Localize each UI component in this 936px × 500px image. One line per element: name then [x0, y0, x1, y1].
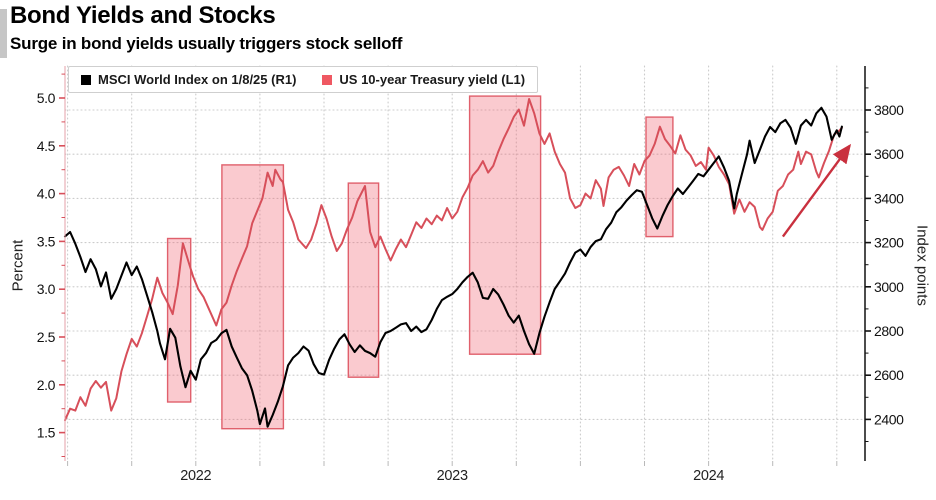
left-axis-tick-label: 2.0: [37, 377, 56, 393]
right-axis-tick-label: 3600: [874, 146, 904, 162]
x-axis-year-label: 2024: [693, 468, 724, 484]
right-axis-tick-label: 2600: [874, 367, 904, 383]
left-axis-tick-label: 3.0: [37, 281, 56, 297]
right-axis-tick-label: 3000: [874, 279, 904, 295]
treasury-legend-swatch-icon: [322, 74, 333, 85]
shaded-region-5: [645, 116, 674, 238]
right-axis-tick-label: 3400: [874, 190, 904, 206]
legend-item-msci: MSCI World Index on 1/8/25 (R1): [81, 72, 296, 87]
bottom-axis: 2022 2023 2024: [67, 461, 838, 484]
right-axis-tick-label: 3800: [874, 102, 904, 118]
right-axis-tick-label: 3200: [874, 235, 904, 251]
left-axis-tick-label: 4.0: [37, 186, 56, 202]
highlight-regions: [166, 95, 674, 430]
gridlines: [64, 65, 866, 462]
treasury-yield-line: [64, 98, 843, 422]
msci-index-line: [63, 106, 843, 428]
left-axis-tick-label: 4.5: [37, 138, 56, 154]
shaded-region-4: [468, 95, 542, 355]
right-axis-tick-label: 2800: [874, 323, 904, 339]
page-subtitle: Surge in bond yields usually triggers st…: [10, 34, 403, 53]
left-axis-tick-label: 2.5: [37, 329, 56, 345]
right-axis-tick-label: 2400: [874, 411, 904, 427]
msci-legend-swatch-icon: [81, 74, 91, 85]
page-title: Bond Yields and Stocks: [10, 2, 276, 29]
left-axis: 1.5 2.0 2.5 3.0 3.5 4.0 4.5 5.0: [37, 66, 66, 461]
x-axis-year-label: 2022: [180, 468, 211, 484]
legend-label-msci: MSCI World Index on 1/8/25 (R1): [98, 72, 297, 87]
shaded-region-1: [166, 237, 192, 403]
legend-label-treasury: US 10-year Treasury yield (L1): [339, 72, 526, 87]
left-axis-title: Percent: [9, 239, 27, 292]
left-edge-artifact: [0, 9, 7, 58]
legend-item-treasury: US 10-year Treasury yield (L1): [322, 72, 525, 87]
right-axis-title: Index points: [913, 225, 931, 306]
left-axis-tick-label: 3.5: [37, 233, 56, 249]
shaded-region-2: [221, 164, 285, 430]
left-axis-tick-label: 5.0: [37, 90, 56, 106]
trend-arrow-annotation: [781, 143, 852, 238]
x-axis-year-label: 2023: [437, 468, 468, 484]
left-axis-tick-label: 1.5: [37, 425, 56, 441]
right-axis: 2400 2600 2800 3000 3200 3400 3600 3800: [864, 66, 905, 461]
chart-legend: MSCI World Index on 1/8/25 (R1) US 10-ye…: [68, 66, 539, 93]
